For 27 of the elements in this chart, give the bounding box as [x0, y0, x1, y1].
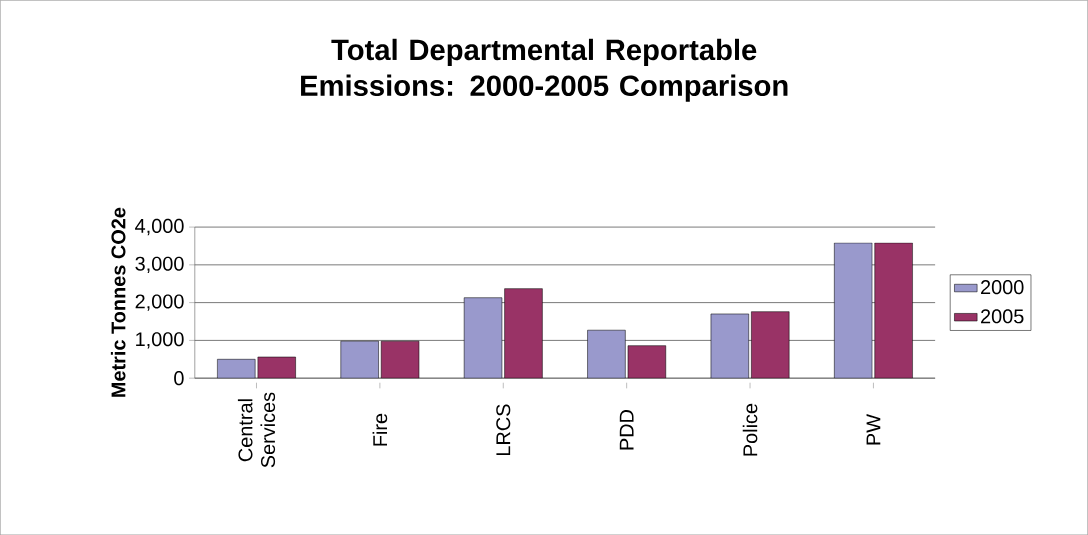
- x-tick-label: PDD: [619, 409, 634, 450]
- legend-label: 2000: [981, 280, 1024, 295]
- y-tick-label: 2,000: [135, 294, 184, 311]
- x-tick-label: Fire: [372, 413, 388, 446]
- bar: [834, 242, 873, 379]
- bar: [751, 311, 790, 379]
- bar: [587, 329, 626, 379]
- x-tick-label: PW: [866, 414, 881, 445]
- bar: [380, 340, 420, 379]
- bar: [504, 288, 543, 379]
- bar: [463, 297, 503, 379]
- bar: [874, 242, 913, 379]
- legend-label: 2005: [981, 309, 1024, 324]
- bar: [257, 356, 296, 379]
- bar: [340, 340, 379, 379]
- y-tick-label: 0: [174, 371, 184, 386]
- chart-title: Total Departmental Reportable Emissions: 2000-2005 Comparison: [301, 38, 788, 102]
- y-tick-label: 3,000: [135, 256, 184, 273]
- y-tick-label: 1,000: [136, 332, 184, 349]
- x-tick-label: Central Services: [237, 392, 276, 468]
- bar: [627, 345, 667, 379]
- y-axis-title: Metric Tonnes CO2e: [110, 207, 126, 397]
- bar: [217, 358, 256, 379]
- y-tick-label: 4,000: [135, 218, 184, 236]
- x-tick-label: LRCS: [496, 404, 511, 455]
- x-tick-label: Police: [742, 403, 758, 456]
- bar: [710, 313, 749, 379]
